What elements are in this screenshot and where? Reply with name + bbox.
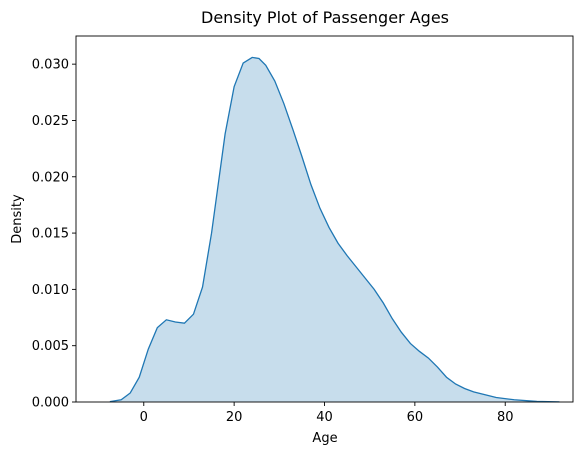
y-tick-label: 0.015 — [32, 227, 69, 242]
x-axis-label: Age — [312, 431, 337, 446]
density-area-fill — [109, 57, 560, 403]
plot-area — [109, 56, 560, 403]
y-axis-label: Density — [10, 194, 25, 244]
y-tick-label: 0.005 — [32, 339, 69, 354]
y-tick-label: 0.025 — [32, 114, 69, 129]
x-tick-label: 20 — [226, 410, 243, 425]
y-tick-label: 0.000 — [32, 396, 69, 411]
x-tick-label: 40 — [316, 410, 333, 425]
y-tick-label: 0.010 — [32, 283, 69, 298]
y-tick-label: 0.030 — [32, 58, 69, 73]
x-axis-ticks: 0 20 40 60 80 — [140, 402, 514, 425]
x-tick-label: 80 — [497, 410, 514, 425]
x-tick-label: 60 — [407, 410, 424, 425]
density-line — [109, 56, 560, 403]
y-axis-ticks: 0.000 0.005 0.010 0.015 0.020 0.025 0.030 — [32, 58, 76, 411]
x-tick-label: 0 — [140, 410, 148, 425]
y-tick-label: 0.020 — [32, 170, 69, 185]
chart-title: Density Plot of Passenger Ages — [201, 8, 449, 27]
